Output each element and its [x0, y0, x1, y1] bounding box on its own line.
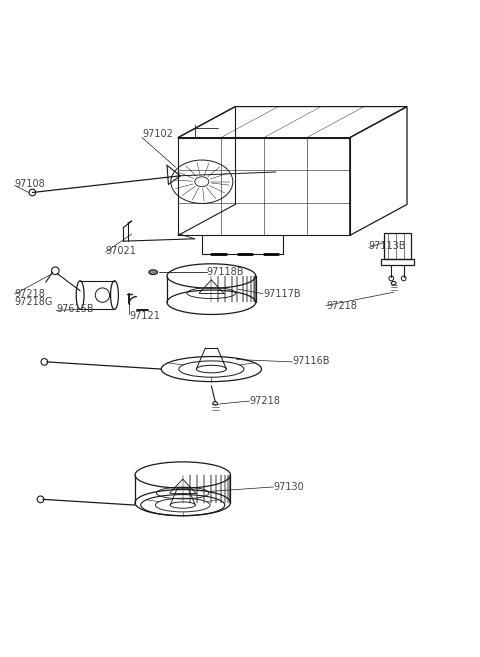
Text: 97615B: 97615B — [56, 304, 94, 314]
Text: 97218: 97218 — [15, 289, 46, 299]
Text: 97113B: 97113B — [369, 241, 407, 251]
Text: 97130: 97130 — [274, 482, 304, 492]
Text: 97121: 97121 — [129, 311, 160, 321]
Text: 97102: 97102 — [142, 129, 173, 139]
Text: 97108: 97108 — [15, 179, 46, 189]
Text: 97021: 97021 — [106, 246, 136, 256]
Text: 97117B: 97117B — [263, 288, 300, 299]
Text: 97218: 97218 — [326, 301, 357, 311]
Text: 97116B: 97116B — [292, 356, 330, 366]
Text: 97218G: 97218G — [15, 297, 53, 307]
Text: 97118B: 97118B — [206, 267, 244, 277]
Text: 97218: 97218 — [250, 396, 280, 406]
Ellipse shape — [149, 270, 157, 275]
